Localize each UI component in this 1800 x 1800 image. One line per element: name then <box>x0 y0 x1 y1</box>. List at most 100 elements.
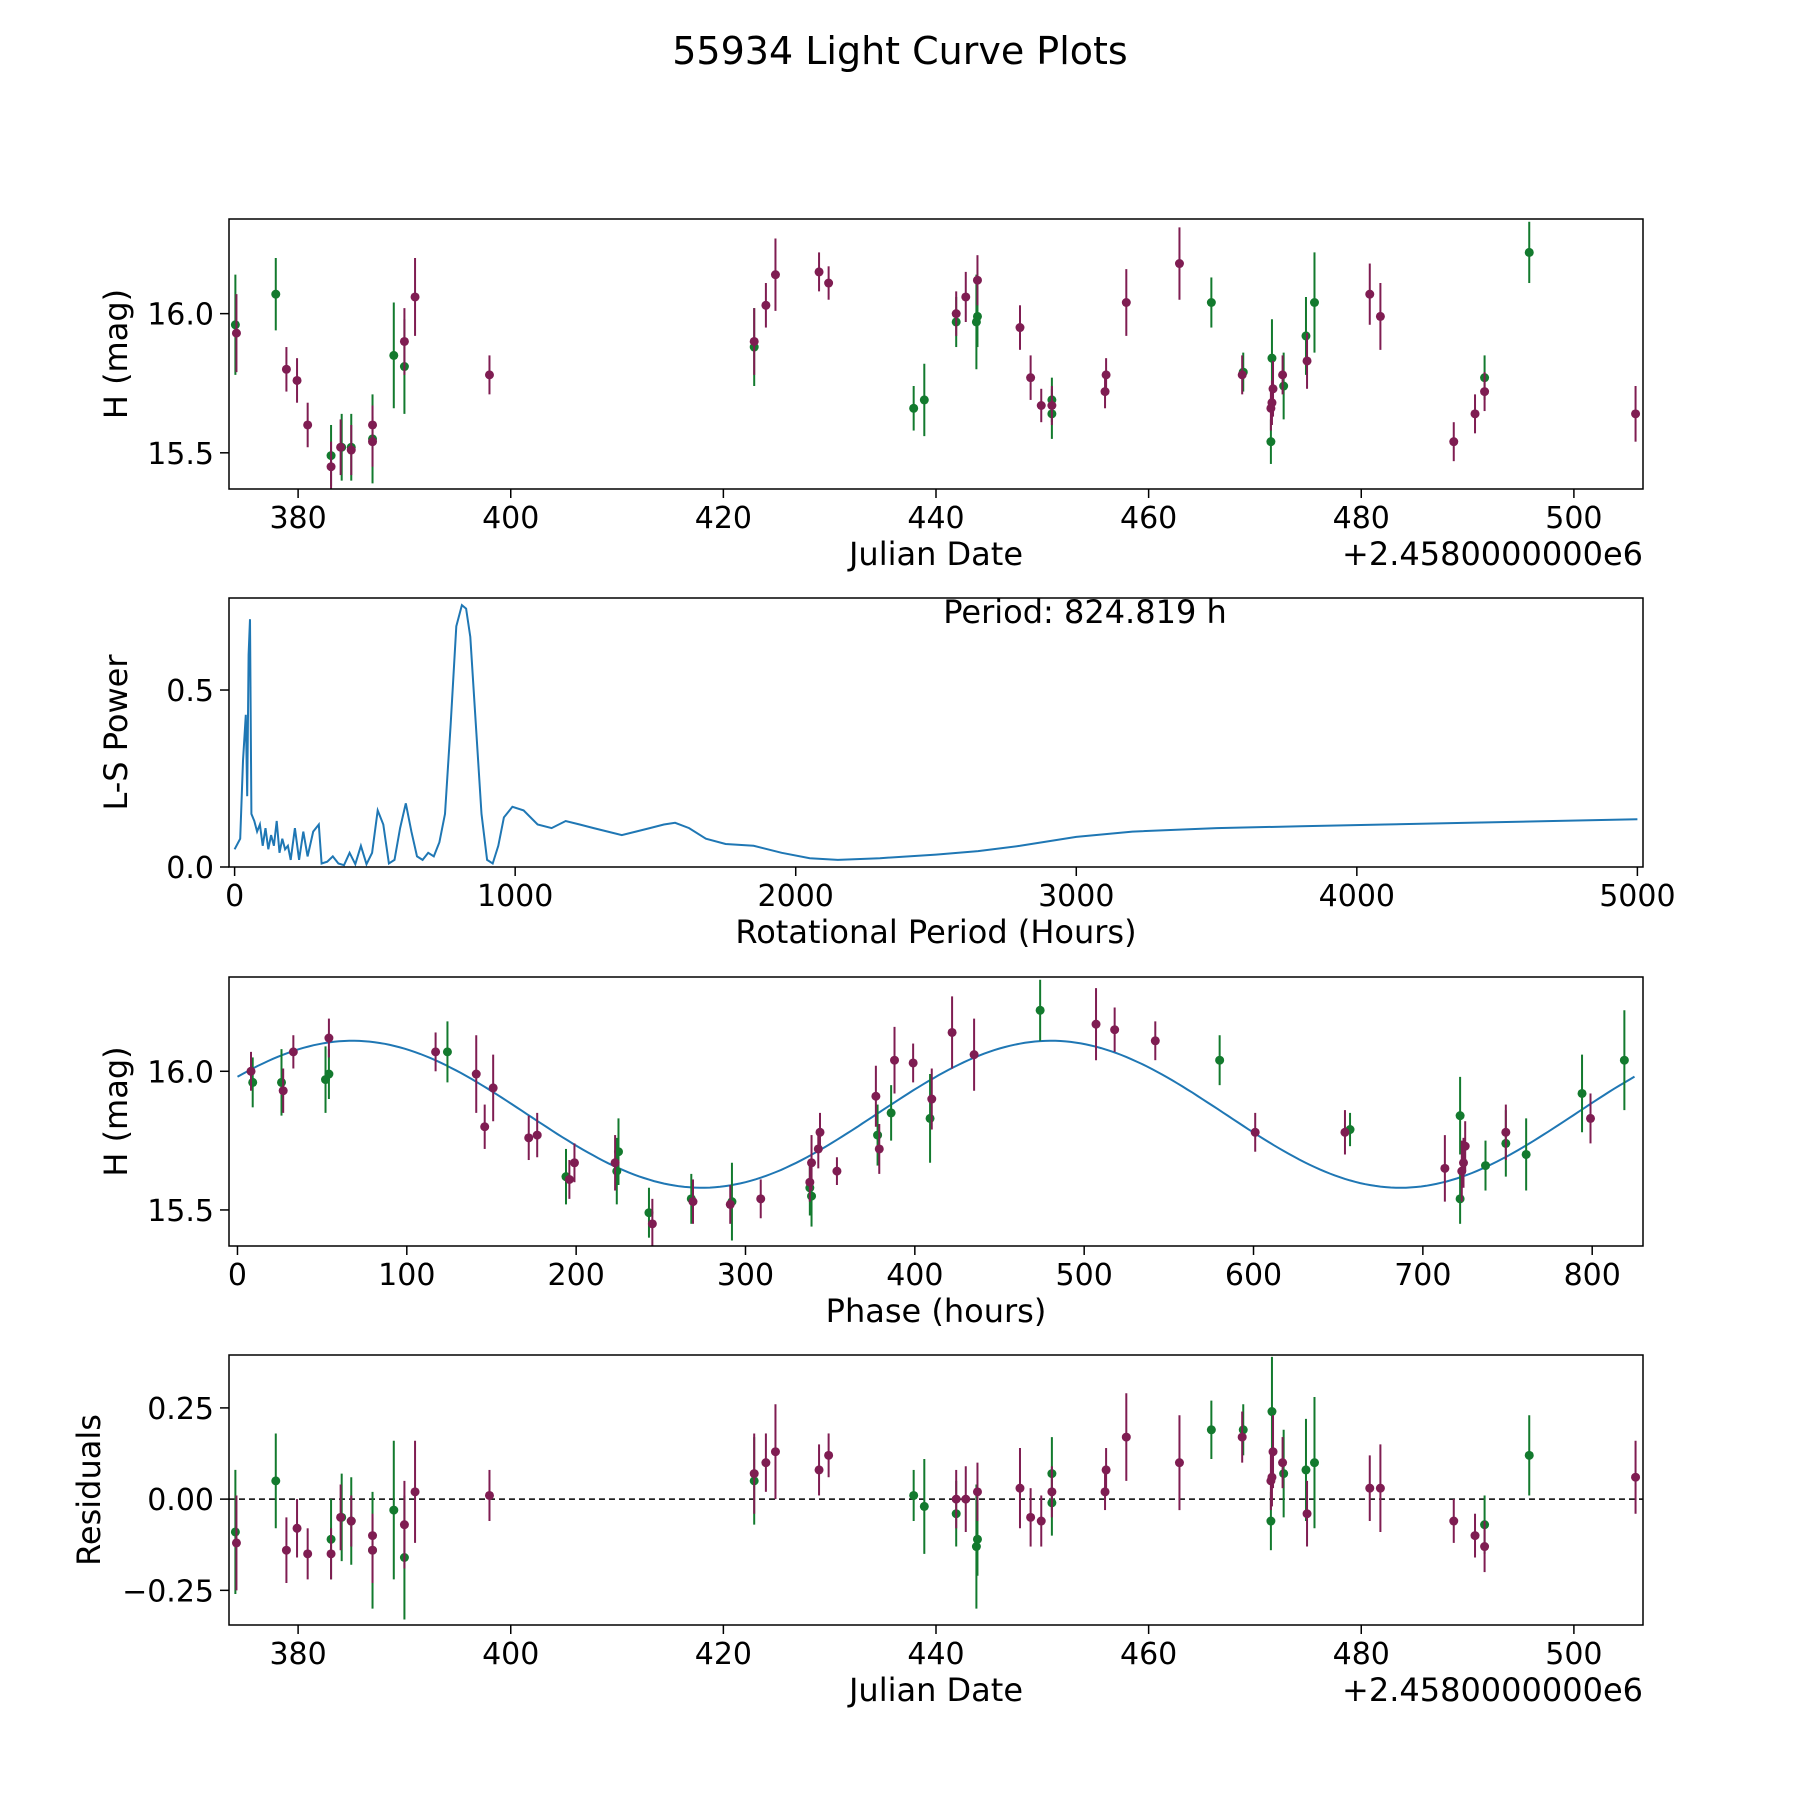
green-data-point <box>1206 298 1216 308</box>
green-data-point <box>919 1501 929 1511</box>
purple-data-point <box>1036 400 1046 410</box>
purple-data-point <box>292 1523 302 1533</box>
purple-data-point <box>1480 1542 1490 1552</box>
green-data-point <box>1215 1055 1225 1065</box>
plot-area <box>230 221 1641 489</box>
green-data-point <box>1267 1407 1277 1417</box>
purple-data-point <box>1121 298 1131 308</box>
green-data-point <box>1266 437 1276 447</box>
x-tick-label: 100 <box>378 1258 435 1293</box>
purple-data-point <box>1015 1483 1025 1493</box>
purple-data-point <box>278 1086 288 1096</box>
purple-data-point <box>1237 1432 1247 1442</box>
green-data-point <box>1455 1194 1465 1204</box>
light-curve-panel: 380 400 420 440 460 480 500 15.5 16.0 Julian Date… <box>97 218 1644 573</box>
green-data-point <box>230 320 240 330</box>
x-tick-label: 3000 <box>1038 879 1114 914</box>
axes-frame <box>228 976 1644 1247</box>
purple-data-point <box>346 1516 356 1526</box>
purple-data-point <box>1237 370 1247 380</box>
purple-data-point <box>1470 1531 1480 1541</box>
purple-data-point <box>1460 1141 1470 1151</box>
purple-data-point <box>1449 437 1459 447</box>
x-tick-label: 0 <box>225 879 244 914</box>
green-data-point <box>1521 1149 1531 1159</box>
purple-data-point <box>410 1487 420 1497</box>
x-tick-label: 400 <box>482 501 539 536</box>
purple-data-point <box>1015 323 1025 333</box>
y-axis-label: L-S Power <box>97 654 135 811</box>
y-tick-label: 16.0 <box>147 1055 214 1090</box>
x-tick-label: 440 <box>907 501 964 536</box>
green-data-point <box>1301 331 1311 341</box>
purple-data-point <box>1047 1487 1057 1497</box>
purple-data-point <box>1458 1158 1468 1168</box>
purple-data-point <box>1268 384 1278 394</box>
purple-data-point <box>1267 398 1277 408</box>
y-tick-label: 15.5 <box>147 1194 214 1229</box>
purple-data-point <box>1150 1036 1160 1046</box>
purple-data-point <box>1631 409 1641 419</box>
purple-data-point <box>1365 1483 1375 1493</box>
x-tick-label: 500 <box>1545 501 1602 536</box>
x-tick-label: 600 <box>1225 1258 1282 1293</box>
periodogram-line <box>233 603 1638 867</box>
green-data-point <box>972 311 982 321</box>
y-tick-label: −0.25 <box>122 1574 214 1609</box>
green-data-point <box>1266 1516 1276 1526</box>
purple-data-point <box>951 309 961 319</box>
green-data-point <box>909 403 919 413</box>
purple-data-point <box>813 1144 823 1154</box>
x-tick-label: 480 <box>1333 501 1390 536</box>
purple-data-point <box>324 1033 334 1043</box>
y-axis-label: H (mag) <box>97 1046 135 1176</box>
green-data-point <box>271 289 281 299</box>
purple-data-point <box>303 1549 313 1559</box>
x-tick-label: 440 <box>907 1637 964 1672</box>
purple-data-point <box>972 1487 982 1497</box>
x-tick-label: 300 <box>717 1258 774 1293</box>
purple-data-point <box>484 1490 494 1500</box>
purple-data-point <box>947 1027 957 1037</box>
green-data-point <box>1577 1088 1587 1098</box>
axes-frame <box>228 1354 1644 1626</box>
purple-data-point <box>1470 409 1480 419</box>
purple-data-point <box>610 1158 620 1168</box>
purple-data-point <box>1026 1512 1036 1522</box>
purple-data-point <box>1110 1025 1120 1035</box>
purple-data-point <box>814 1465 824 1475</box>
purple-data-point <box>480 1122 490 1132</box>
plot-area <box>233 603 1638 867</box>
x-offset-label: +2.4580000000e6 <box>1342 535 1643 573</box>
purple-data-point <box>805 1177 815 1187</box>
period-annotation: Period: 824.819 h <box>943 593 1227 631</box>
purple-data-point <box>1375 1483 1385 1493</box>
green-data-point <box>230 1527 240 1537</box>
purple-data-point <box>972 275 982 285</box>
green-data-point <box>1279 1469 1289 1479</box>
plot-area <box>229 1356 1643 1620</box>
x-tick-label: 420 <box>695 1637 752 1672</box>
purple-data-point <box>399 1520 409 1530</box>
purple-data-point <box>346 445 356 455</box>
purple-data-point <box>532 1130 542 1140</box>
purple-data-point <box>1091 1019 1101 1029</box>
green-data-point <box>442 1047 452 1057</box>
green-data-point <box>919 395 929 405</box>
purple-data-point <box>814 267 824 277</box>
purple-data-point <box>1100 1487 1110 1497</box>
x-tick-label: 1000 <box>477 879 553 914</box>
purple-data-point <box>471 1069 481 1079</box>
green-data-point <box>925 1113 935 1123</box>
purple-data-point <box>647 1219 657 1229</box>
purple-data-point <box>1365 289 1375 299</box>
purple-data-point <box>246 1066 256 1076</box>
purple-data-point <box>431 1047 441 1057</box>
green-data-point <box>873 1130 883 1140</box>
green-data-point <box>1524 1450 1534 1460</box>
x-tick-label: 380 <box>269 1637 326 1672</box>
purple-data-point <box>1100 387 1110 397</box>
x-axis-label: Julian Date <box>847 1671 1023 1709</box>
green-data-point <box>1279 381 1289 391</box>
purple-data-point <box>1174 1458 1184 1468</box>
